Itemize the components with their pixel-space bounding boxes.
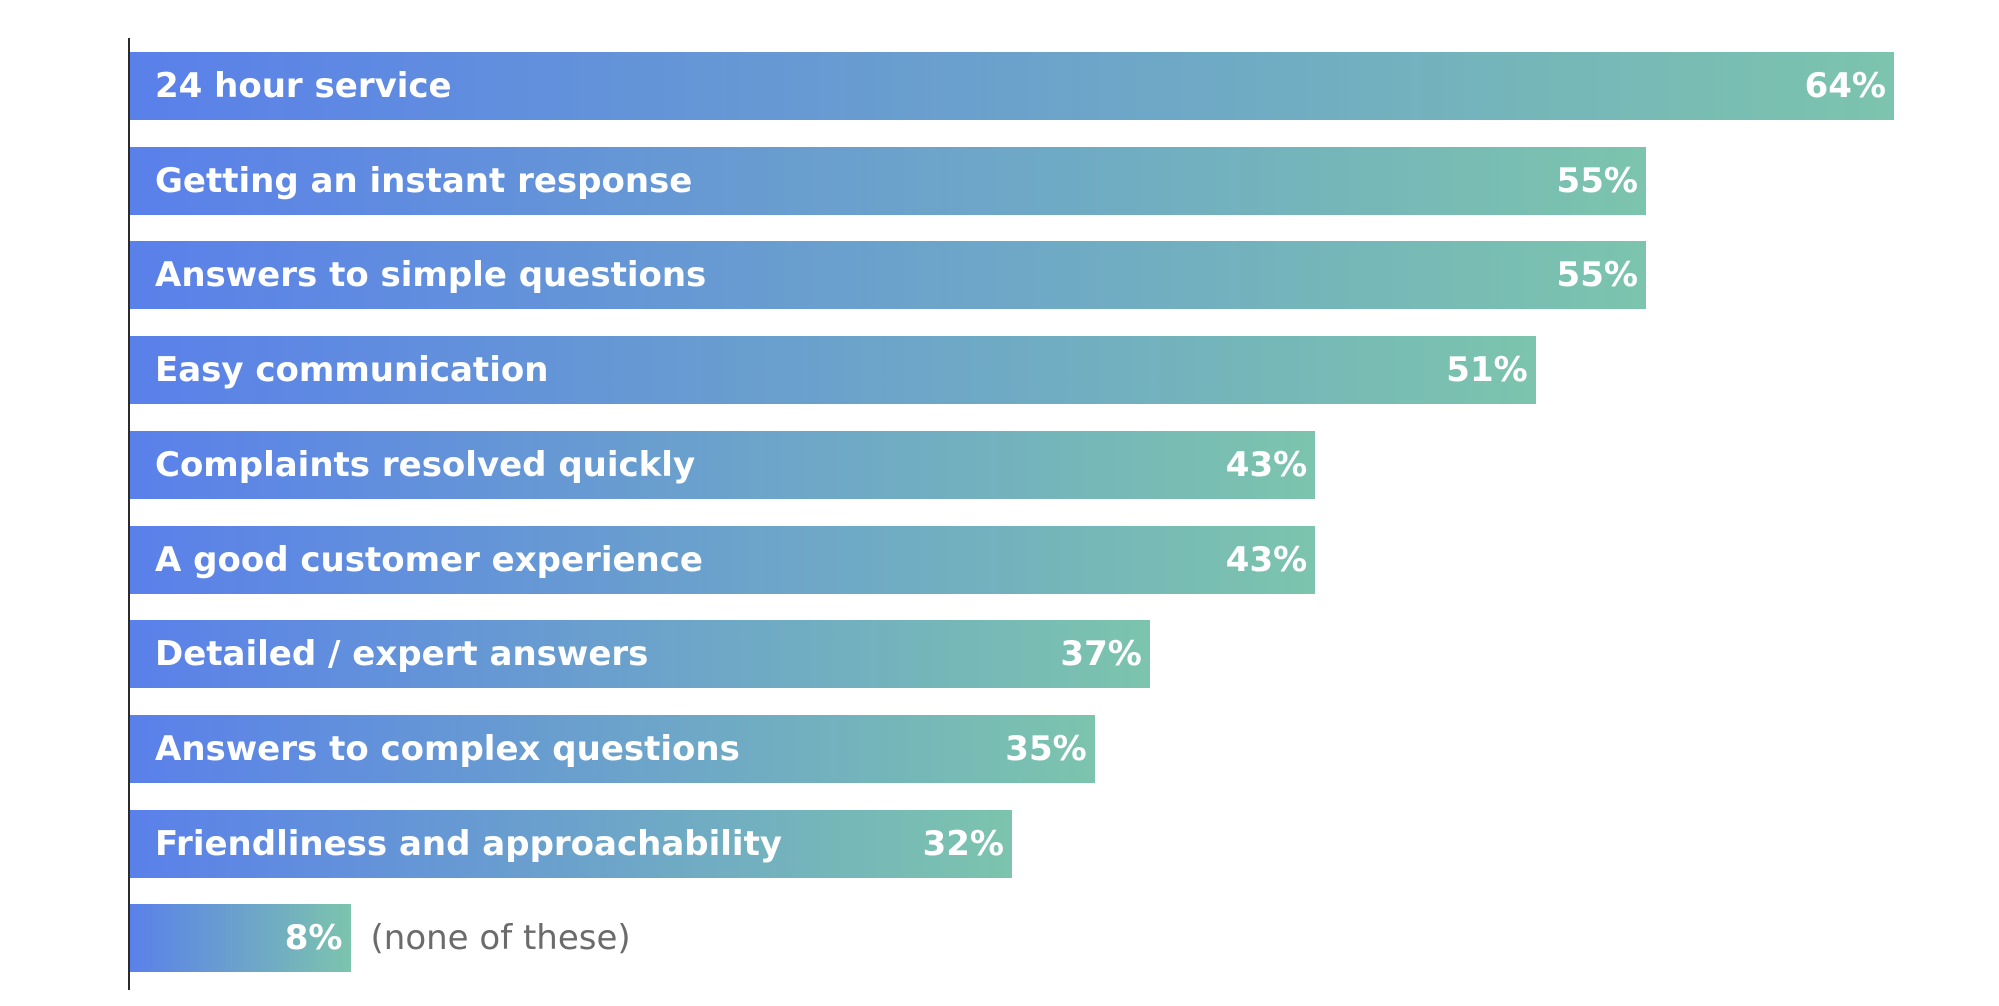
bar-4: 43% Complaints resolved quickly [130,430,1316,499]
bar-3: 51% Easy communication [130,336,1536,405]
bar-value-label: 55% [1556,160,1638,201]
bar-0: 64% 24 hour service [130,52,1894,120]
bar-9: 8% [130,904,351,973]
category-label: Detailed / expert answers [155,634,649,675]
bar-value-label: 35% [1005,728,1087,769]
category-label: (none of these) [370,918,631,959]
bar-2: 55% Answers to simple questions [130,241,1646,310]
category-label: Friendliness and approachability [155,823,782,864]
bar-value-label: 8% [284,918,343,959]
category-label: Easy communication [155,350,549,391]
category-label: 24 hour service [155,66,452,106]
bar-5: 43% A good customer experience [130,525,1316,594]
bar-1: 55% Getting an instant response [130,146,1646,215]
category-label: A good customer experience [155,539,703,580]
bar-value-label: 37% [1060,634,1142,675]
bar-8: 32% Friendliness and approachability [130,809,1012,878]
bar-value-label: 55% [1556,255,1638,296]
category-label: Answers to simple questions [155,255,707,296]
category-label: Getting an instant response [155,160,693,201]
y-axis-line [128,38,130,990]
bar-7: 35% Answers to complex questions [130,714,1095,783]
bar-value-label: 64% [1804,66,1886,106]
bar-6: 37% Detailed / expert answers [130,620,1150,689]
bar-value-label: 43% [1225,539,1308,580]
bar-value-label: 32% [922,823,1004,864]
category-label: Complaints resolved quickly [155,444,696,485]
bar-value-label: 43% [1225,444,1308,485]
category-label: Answers to complex questions [155,728,740,769]
bar-value-label: 51% [1446,350,1528,391]
